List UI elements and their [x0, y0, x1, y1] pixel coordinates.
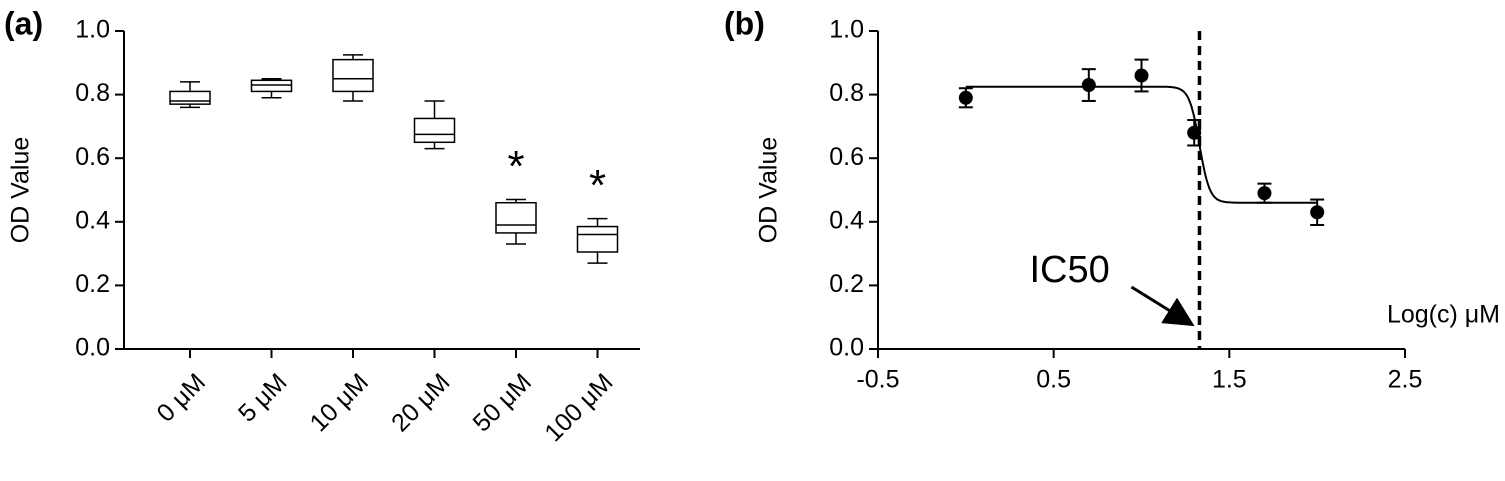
box	[413, 117, 456, 144]
x-tick-label: -0.5	[856, 366, 899, 394]
ic50-arrow	[1130, 285, 1195, 327]
x-tick-label: 1.5	[1212, 366, 1247, 394]
y-tick-label: 0.4	[829, 206, 864, 234]
box	[495, 201, 537, 234]
box	[250, 79, 293, 93]
y-tick-label: 0.2	[75, 270, 110, 298]
x-tick-label: 10 μM	[305, 368, 374, 437]
data-point	[1134, 68, 1149, 83]
x-tick-label: 0 μM	[151, 368, 210, 427]
data-point	[1310, 205, 1325, 220]
y-axis-label: OD Value	[755, 137, 783, 244]
y-tick-label: 0.6	[829, 143, 864, 171]
panel-label: (b)	[724, 5, 765, 41]
box	[576, 225, 619, 253]
x-tick-label: 0.5	[1036, 366, 1071, 394]
data-point	[1187, 125, 1202, 140]
y-tick-label: 0.8	[75, 79, 110, 107]
y-tick-label: 0.0	[75, 334, 110, 362]
y-axis-label: OD Value	[7, 137, 35, 244]
x-tick-label: 100 μM	[539, 368, 618, 447]
x-axis-label: Log(c) μM	[1387, 301, 1500, 329]
ic50-label: IC50	[1029, 249, 1109, 291]
y-tick-label: 0.6	[75, 143, 110, 171]
box	[332, 58, 374, 93]
data-point	[1081, 78, 1096, 93]
significance-mark: *	[507, 142, 524, 191]
x-tick-label: 2.5	[1388, 366, 1423, 394]
x-tick-label: 20 μM	[386, 368, 455, 437]
data-point	[1257, 186, 1272, 201]
y-tick-label: 0.0	[829, 334, 864, 362]
significance-mark: *	[589, 161, 606, 210]
data-point	[958, 90, 973, 105]
y-tick-label: 1.0	[75, 16, 110, 44]
y-tick-label: 0.4	[75, 206, 110, 234]
panel-label: (a)	[4, 5, 43, 41]
box	[169, 90, 211, 105]
y-tick-label: 0.8	[829, 79, 864, 107]
x-tick-label: 5 μM	[233, 368, 292, 427]
y-tick-label: 0.2	[829, 270, 864, 298]
y-tick-label: 1.0	[829, 16, 864, 44]
x-tick-label: 50 μM	[468, 368, 537, 437]
